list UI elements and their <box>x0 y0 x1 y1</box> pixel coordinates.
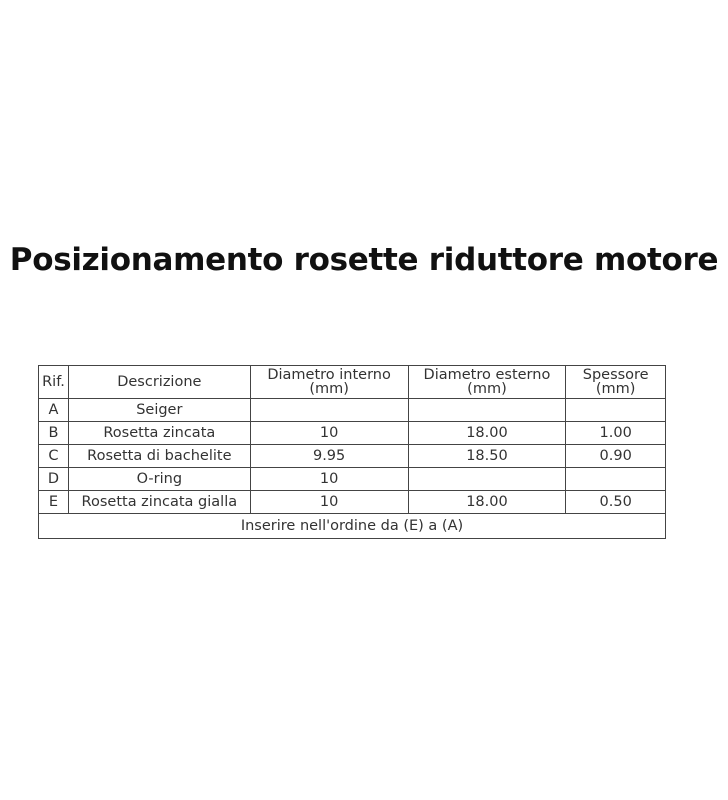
table-cell: Rosetta di bachelite <box>67 444 251 468</box>
table-cell <box>407 467 567 491</box>
table-cell <box>565 467 666 491</box>
table-cell <box>407 398 567 422</box>
table-cell: 10 <box>249 467 409 491</box>
table-cell: 18.00 <box>407 421 567 445</box>
page-title: Posizionamento rosette riduttore motore <box>9 242 719 278</box>
table-cell: 18.50 <box>407 444 567 468</box>
table-cell: 10 <box>249 421 409 445</box>
table-cell: 1.00 <box>565 421 666 445</box>
header-label: Spessore <box>582 367 649 383</box>
table-header-row: Rif. Descrizione Diametro interno (mm) Diame… <box>38 365 666 399</box>
column-header: Rif. <box>38 365 69 399</box>
header-label: Diametro esterno <box>423 367 551 383</box>
header-label: Rif. <box>42 374 65 390</box>
header-unit: (mm) <box>595 381 636 397</box>
table-row: D O-ring 10 <box>38 467 666 491</box>
table-row: C Rosetta di bachelite 9.95 18.50 0.90 <box>38 444 666 468</box>
column-header: Diametro esterno (mm) <box>407 365 567 399</box>
header-unit: (mm) <box>309 381 349 397</box>
table-footer-row: Inserire nell'ordine da (E) a (A) <box>38 513 666 539</box>
table-cell: B <box>38 421 69 445</box>
table-cell: Seiger <box>67 398 251 422</box>
table-row: B Rosetta zincata 10 18.00 1.00 <box>38 421 666 445</box>
parts-table: Rif. Descrizione Diametro interno (mm) Diame… <box>38 365 666 539</box>
column-header: Spessore (mm) <box>565 365 666 399</box>
table-cell: 0.90 <box>565 444 666 468</box>
header-label: Descrizione <box>117 374 202 390</box>
table-cell: 10 <box>249 490 409 514</box>
table-cell: Rosetta zincata gialla <box>67 490 251 514</box>
column-header: Diametro interno (mm) <box>249 365 409 399</box>
table-cell: A <box>38 398 69 422</box>
table-cell: E <box>38 490 69 514</box>
table-cell: D <box>38 467 69 491</box>
header-unit: (mm) <box>467 381 507 397</box>
table-cell <box>565 398 666 422</box>
column-header: Descrizione <box>67 365 251 399</box>
table-cell: O-ring <box>67 467 251 491</box>
table-cell: 18.00 <box>407 490 567 514</box>
table-cell <box>249 398 409 422</box>
table-footer-note: Inserire nell'ordine da (E) a (A) <box>38 513 666 539</box>
table-cell: Rosetta zincata <box>67 421 251 445</box>
table-row: A Seiger <box>38 398 666 422</box>
table-cell: 0.50 <box>565 490 666 514</box>
table-row: E Rosetta zincata gialla 10 18.00 0.50 <box>38 490 666 514</box>
table-cell: 9.95 <box>249 444 409 468</box>
header-label: Diametro interno <box>267 367 391 383</box>
table-cell: C <box>38 444 69 468</box>
